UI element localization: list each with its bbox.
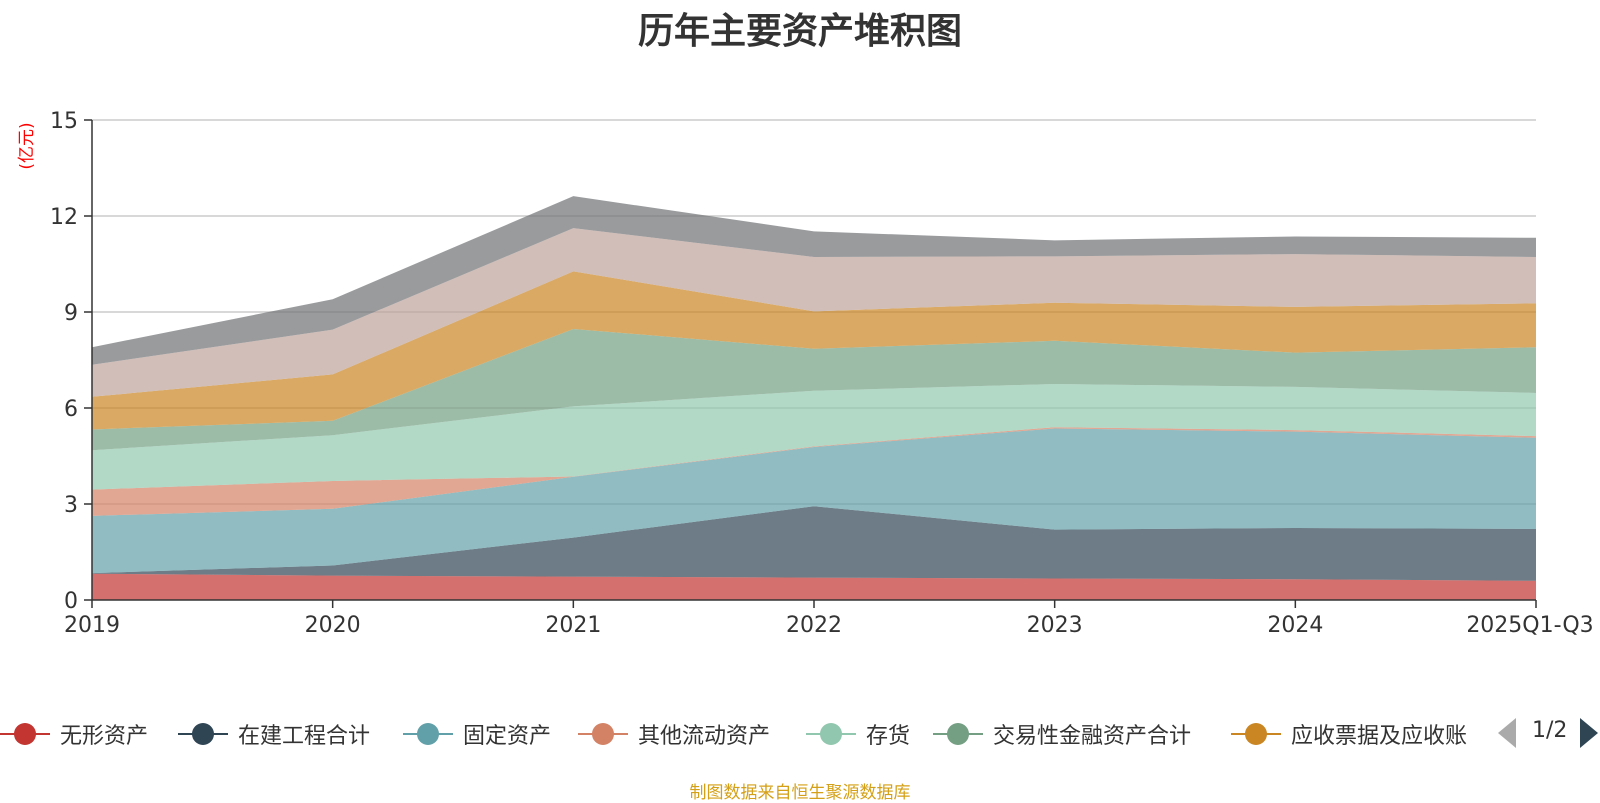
legend-item[interactable]: 固定资产 (403, 716, 551, 752)
stacked-area-chart: 0 3 6 9 12 15 2019 2020 2021 2022 2023 2024 2025Q1-Q… (17, 109, 1594, 638)
x-tick-label: 2019 (64, 613, 120, 638)
chart-title: 历年主要资产堆积图 (637, 11, 962, 52)
legend-label: 应收票据及应收账 (1291, 724, 1468, 749)
x-tick-label: 2021 (545, 613, 601, 638)
legend-label: 固定资产 (463, 724, 552, 749)
legend-marker-icon (403, 722, 453, 746)
legend-item[interactable]: 无形资产 (0, 716, 148, 752)
legend-item[interactable]: 其他流动资产 (578, 716, 770, 752)
y-tick-label: 15 (50, 109, 78, 134)
area-series-0[interactable] (92, 573, 1536, 600)
y-tick-label: 0 (64, 589, 78, 614)
area-series (92, 196, 1536, 600)
y-axis-unit-label: (亿元) (17, 122, 37, 169)
legend-pager: 1/2 (1496, 716, 1600, 752)
legend-item[interactable]: 存货 (806, 716, 910, 752)
legend-marker-icon (0, 722, 50, 746)
legend-marker-icon (578, 722, 628, 746)
data-source-note: 制图数据来自恒生聚源数据库 (689, 783, 911, 803)
area-series-6[interactable] (92, 271, 1536, 430)
legend-next-arrow-icon[interactable] (1580, 718, 1598, 748)
legend-item[interactable]: 交易性金融资产合计 (933, 716, 1191, 752)
legend-marker-icon (178, 722, 228, 746)
legend-marker-icon (806, 722, 856, 746)
legend-label: 无形资产 (60, 724, 149, 749)
legend-prev-arrow-icon[interactable] (1498, 718, 1516, 748)
x-tick-label: 2020 (305, 613, 361, 638)
axes: 0 3 6 9 12 15 2019 2020 2021 2022 2023 2024 2025Q1-Q… (50, 109, 1594, 638)
legend-marker-icon (933, 722, 983, 746)
area-series-3[interactable] (92, 427, 1536, 516)
legend: 无形资产 在建工程合计 固定资产 其他流动资产 存货 交易性金融资产合计 应收票据及应收账 (0, 716, 1600, 752)
x-tick-label: 2022 (786, 613, 842, 638)
legend-marker-icon (1231, 722, 1281, 746)
x-tick-label: 2024 (1267, 613, 1323, 638)
area-series-2[interactable] (92, 428, 1536, 574)
area-series-7[interactable] (92, 228, 1536, 397)
area-series-4[interactable] (92, 384, 1536, 490)
legend-label: 其他流动资产 (638, 724, 771, 749)
area-series-8[interactable] (92, 196, 1536, 365)
legend-label: 交易性金融资产合计 (993, 724, 1192, 749)
legend-label: 在建工程合计 (238, 724, 371, 749)
x-tick-label: 2023 (1027, 613, 1083, 638)
y-tick-label: 6 (64, 397, 78, 422)
legend-page-indicator: 1/2 (1532, 718, 1568, 743)
area-series-5[interactable] (92, 328, 1536, 451)
legend-item[interactable]: 应收票据及应收账 (1231, 716, 1467, 752)
y-tick-label: 12 (50, 205, 78, 230)
legend-item[interactable]: 在建工程合计 (178, 716, 370, 752)
y-tick-label: 9 (64, 301, 78, 326)
x-tick-label: 2025Q1-Q3 (1466, 613, 1593, 638)
y-tick-label: 3 (64, 493, 78, 518)
legend-label: 存货 (866, 724, 911, 749)
area-series-1[interactable] (92, 506, 1536, 581)
